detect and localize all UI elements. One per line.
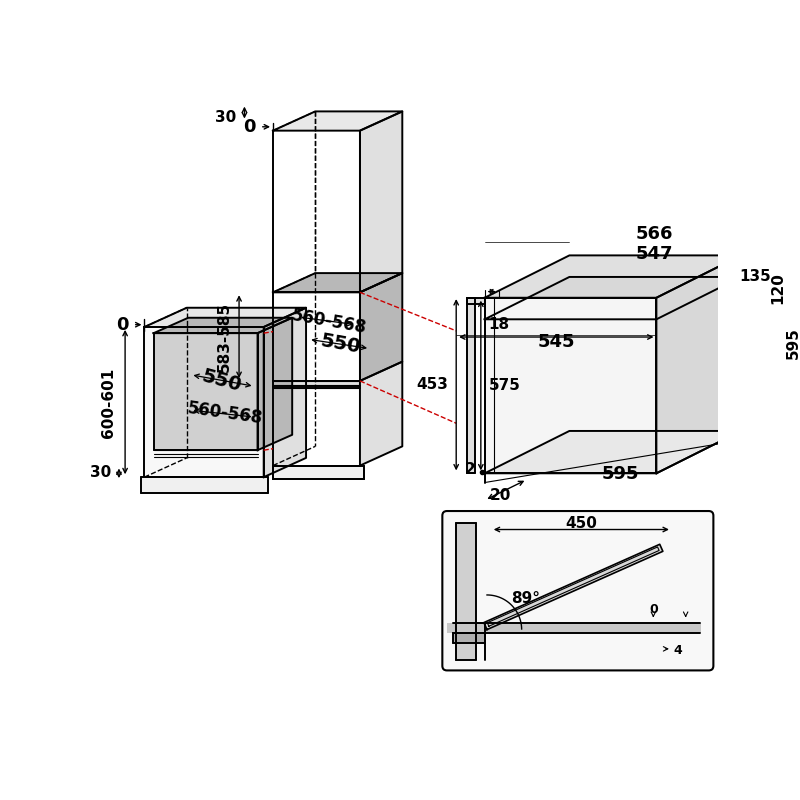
Polygon shape: [273, 381, 360, 387]
Polygon shape: [144, 327, 264, 477]
Text: 560-568: 560-568: [290, 306, 368, 337]
Polygon shape: [264, 308, 306, 477]
Polygon shape: [467, 298, 474, 474]
Text: 595: 595: [602, 465, 639, 483]
Polygon shape: [360, 362, 402, 466]
Polygon shape: [144, 308, 306, 327]
Polygon shape: [485, 431, 741, 474]
Polygon shape: [485, 298, 656, 474]
Text: 595: 595: [786, 327, 800, 359]
Text: 4: 4: [674, 644, 682, 657]
Polygon shape: [273, 466, 364, 479]
Text: 0: 0: [242, 118, 255, 136]
Text: 575: 575: [489, 378, 521, 393]
Text: 450: 450: [565, 516, 597, 531]
Text: 550: 550: [199, 366, 243, 395]
Polygon shape: [484, 544, 663, 630]
Text: 547: 547: [636, 245, 674, 263]
Text: 560-568: 560-568: [186, 399, 264, 427]
Text: 600-601: 600-601: [101, 367, 116, 438]
Polygon shape: [154, 333, 258, 450]
Polygon shape: [485, 255, 741, 298]
Polygon shape: [453, 633, 486, 643]
Polygon shape: [141, 477, 267, 493]
Text: 545: 545: [538, 334, 575, 351]
Text: 18: 18: [489, 317, 510, 332]
Polygon shape: [273, 130, 360, 292]
Text: 89°: 89°: [511, 591, 540, 606]
Text: 120: 120: [770, 272, 786, 304]
Polygon shape: [485, 277, 741, 319]
Text: 550: 550: [319, 331, 362, 357]
Text: 30: 30: [90, 465, 111, 480]
Polygon shape: [273, 273, 402, 292]
Text: 20: 20: [490, 488, 510, 503]
Text: 0: 0: [649, 603, 658, 616]
Polygon shape: [154, 318, 292, 333]
Text: 2: 2: [465, 462, 475, 477]
Polygon shape: [456, 523, 476, 660]
Polygon shape: [360, 111, 402, 292]
FancyBboxPatch shape: [442, 511, 714, 670]
Text: 583-585: 583-585: [216, 302, 231, 372]
Polygon shape: [447, 623, 701, 633]
Text: 135: 135: [739, 270, 771, 285]
Polygon shape: [360, 273, 402, 381]
Polygon shape: [258, 318, 292, 450]
Polygon shape: [273, 111, 402, 130]
Text: 30: 30: [215, 110, 237, 125]
Polygon shape: [467, 298, 485, 304]
Text: 0: 0: [116, 316, 128, 334]
Polygon shape: [656, 255, 741, 474]
Text: 453: 453: [417, 378, 449, 392]
Text: 566: 566: [636, 225, 674, 243]
